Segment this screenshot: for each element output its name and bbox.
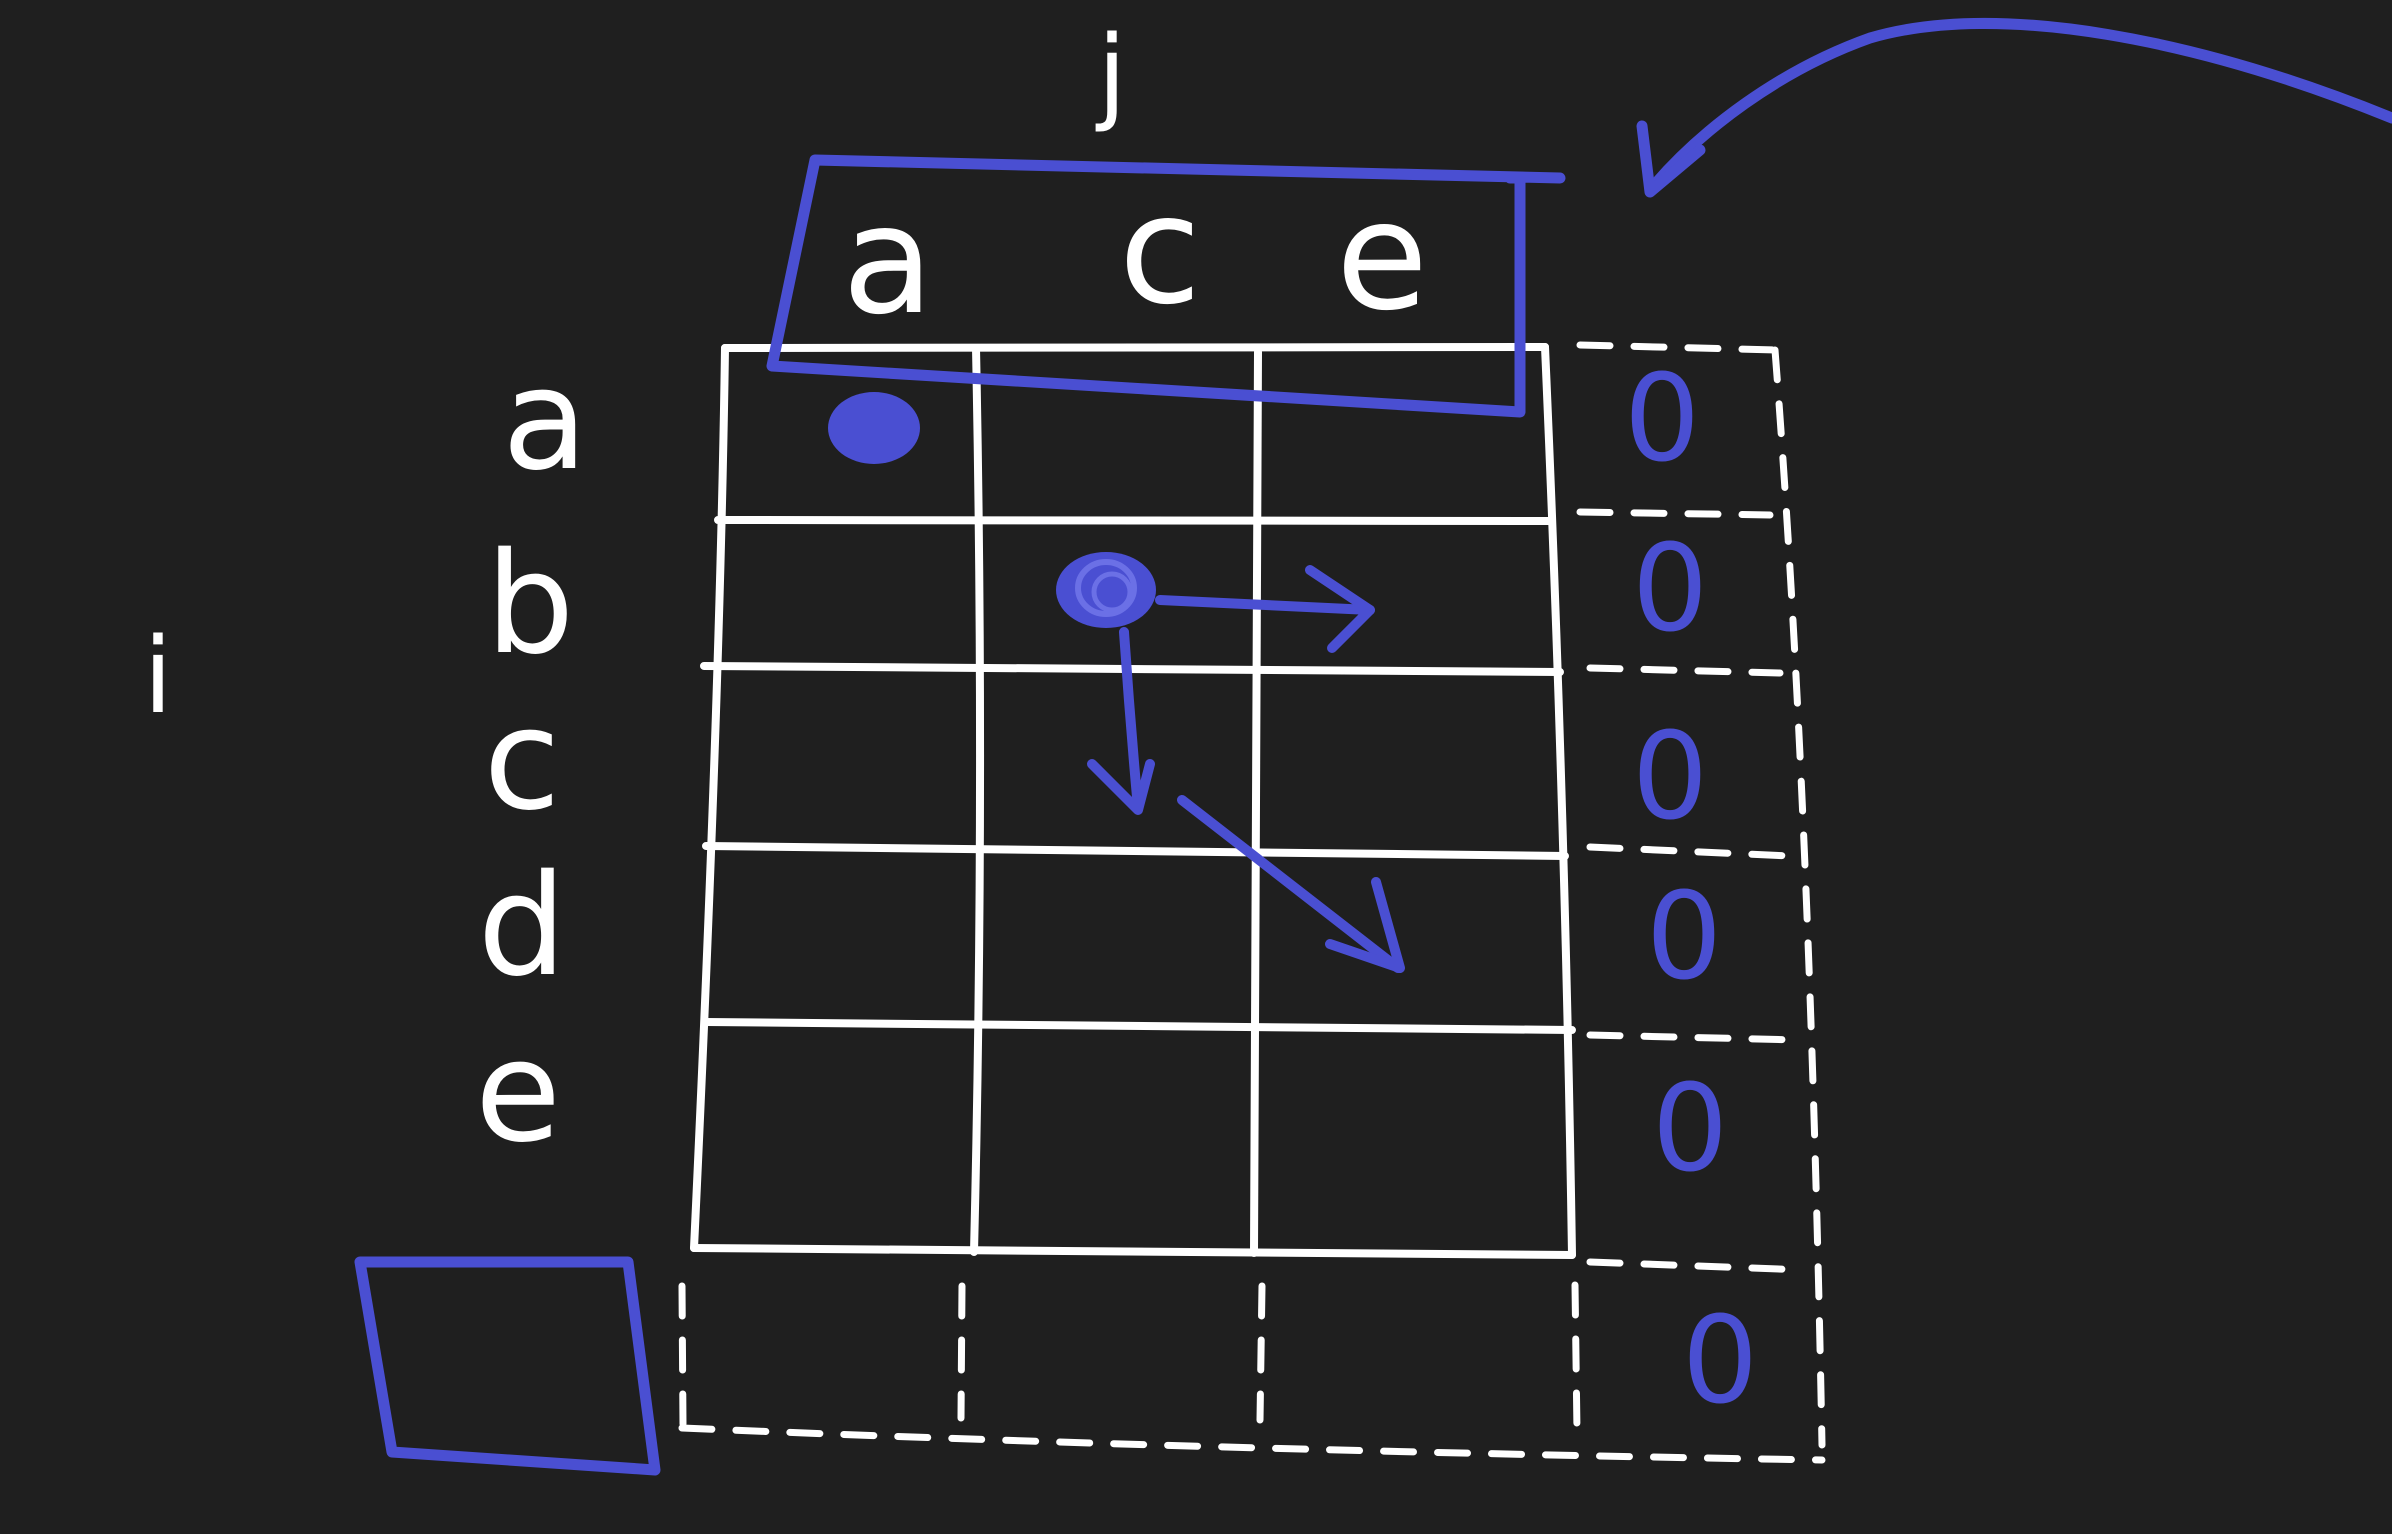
base-zero: 0 <box>1652 1060 1728 1199</box>
base-zero: 0 <box>1624 350 1700 489</box>
column-axis-label: j <box>1096 13 1127 135</box>
right-arrow-head <box>1305 565 1375 653</box>
column-headers: a c e <box>842 164 1428 348</box>
diagonal-arrow <box>1177 795 1403 973</box>
base-zero: 0 <box>1632 708 1708 847</box>
row-header: a <box>502 339 588 502</box>
row-header: d <box>478 845 567 1008</box>
empty-result-box <box>354 1256 661 1476</box>
row-axis-label: i <box>144 615 173 737</box>
column-header: e <box>1336 170 1428 344</box>
row-header: b <box>486 523 575 686</box>
down-arrow-head <box>1087 759 1155 815</box>
base-zero: 0 <box>1632 520 1708 659</box>
base-case-dashes <box>678 341 1826 1464</box>
base-case-zeros: 0 0 0 0 0 0 <box>1624 350 1758 1431</box>
dp-grid <box>690 343 1576 1259</box>
column-header: c <box>1119 164 1201 338</box>
down-arrow <box>1119 627 1143 813</box>
filled-cell-dot <box>828 392 920 464</box>
base-zero: 0 <box>1682 1292 1758 1431</box>
right-arrow <box>1155 595 1375 615</box>
row-header: c <box>484 679 561 842</box>
diagonal-arrow-head <box>1325 877 1405 973</box>
column-highlight-box <box>766 154 1566 418</box>
column-header: a <box>842 174 934 348</box>
curved-arrow <box>1644 18 2392 196</box>
base-zero: 0 <box>1646 868 1722 1007</box>
curved-arrow-head <box>1636 120 1706 198</box>
transition-marker <box>1056 552 1405 973</box>
row-header: e <box>475 1011 561 1174</box>
row-headers: a b c d e <box>475 339 588 1174</box>
